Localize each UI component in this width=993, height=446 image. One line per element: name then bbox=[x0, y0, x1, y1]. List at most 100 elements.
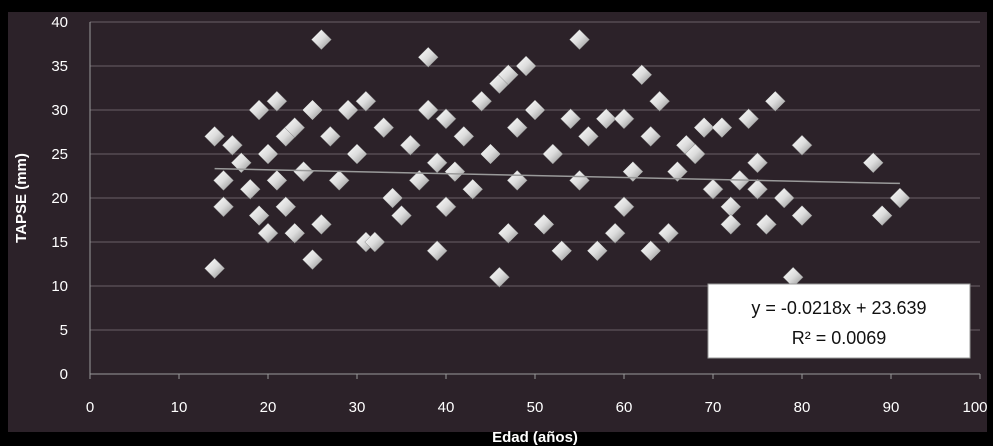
data-point bbox=[711, 117, 733, 138]
data-point bbox=[257, 222, 279, 244]
data-point bbox=[444, 161, 466, 182]
data-point bbox=[480, 143, 501, 165]
data-point bbox=[764, 90, 786, 112]
x-axis-title: Edad (años) bbox=[492, 429, 578, 446]
data-point bbox=[773, 187, 795, 209]
gridlines bbox=[90, 21, 980, 375]
x-tick-label: 0 bbox=[86, 399, 94, 416]
data-point bbox=[613, 196, 635, 218]
trendline bbox=[214, 167, 900, 185]
x-tick-label: 100 bbox=[962, 399, 987, 416]
data-point bbox=[382, 187, 403, 209]
axes bbox=[89, 22, 981, 379]
data-point bbox=[497, 222, 519, 244]
equation-box bbox=[707, 283, 971, 359]
data-point bbox=[435, 108, 457, 130]
data-point bbox=[560, 108, 581, 130]
data-point bbox=[471, 90, 492, 112]
data-point bbox=[275, 196, 297, 218]
data-point bbox=[266, 170, 288, 191]
data-point bbox=[497, 64, 519, 86]
data-point bbox=[720, 214, 742, 235]
data-point bbox=[204, 126, 225, 147]
data-point bbox=[791, 134, 813, 156]
data-point bbox=[435, 196, 457, 218]
plot-area bbox=[8, 12, 987, 432]
data-point bbox=[391, 205, 412, 226]
data-point bbox=[613, 108, 635, 130]
data-point bbox=[658, 222, 679, 244]
data-point bbox=[311, 29, 332, 50]
data-point bbox=[693, 117, 715, 138]
data-point bbox=[515, 55, 537, 77]
data-point bbox=[400, 134, 421, 156]
x-tick-label: 10 bbox=[171, 399, 188, 416]
data-point bbox=[204, 258, 225, 279]
data-point bbox=[640, 240, 662, 262]
data-point bbox=[640, 126, 662, 147]
y-tick-label: 10 bbox=[51, 278, 68, 295]
data-point bbox=[551, 240, 573, 262]
x-tick-label: 80 bbox=[794, 399, 811, 416]
data-point bbox=[284, 117, 306, 138]
data-point bbox=[453, 126, 475, 147]
data-point bbox=[631, 64, 653, 86]
data-point bbox=[889, 187, 911, 209]
data-point bbox=[738, 108, 759, 130]
equation-text: y = -0.0218x + 23.639 bbox=[751, 298, 926, 318]
data-point bbox=[417, 99, 439, 121]
data-point bbox=[604, 222, 626, 244]
data-point bbox=[222, 134, 243, 156]
y-tick-label: 30 bbox=[51, 102, 68, 119]
x-tick-label: 50 bbox=[527, 399, 544, 416]
data-point bbox=[524, 99, 546, 121]
data-point bbox=[293, 161, 314, 182]
data-point bbox=[364, 231, 386, 253]
data-point bbox=[311, 214, 332, 235]
regression-label-box: y = -0.0218x + 23.639 R² = 0.0069 bbox=[707, 283, 971, 359]
data-point bbox=[355, 90, 377, 112]
x-tick-label: 20 bbox=[260, 399, 277, 416]
data-point bbox=[346, 143, 368, 165]
data-point bbox=[542, 143, 564, 165]
data-point bbox=[302, 99, 323, 121]
data-point bbox=[302, 249, 323, 270]
y-tick-label: 5 bbox=[60, 322, 68, 339]
data-point bbox=[284, 222, 306, 244]
data-point bbox=[506, 117, 528, 138]
data-point bbox=[586, 240, 608, 262]
y-tick-label: 25 bbox=[51, 146, 68, 163]
data-point bbox=[489, 266, 510, 288]
y-axis-title: TAPSE (mm) bbox=[13, 153, 30, 243]
data-point bbox=[649, 90, 670, 112]
data-point bbox=[319, 126, 341, 147]
data-point bbox=[595, 108, 617, 130]
data-point bbox=[862, 152, 884, 174]
data-point bbox=[569, 29, 590, 50]
data-point bbox=[213, 196, 234, 218]
data-point bbox=[684, 143, 706, 165]
data-point bbox=[426, 240, 448, 262]
x-tick-label: 40 bbox=[438, 399, 455, 416]
data-point bbox=[533, 214, 555, 235]
data-point bbox=[328, 170, 350, 191]
data-points bbox=[204, 29, 911, 288]
data-point bbox=[239, 178, 261, 200]
tick-labels: 0 5 10 15 20 25 30 35 40 0 10 20 30 40 50 60 70 80 90 100 bbox=[51, 14, 987, 416]
data-point bbox=[622, 161, 644, 182]
x-tick-label: 90 bbox=[883, 399, 900, 416]
data-point bbox=[266, 90, 288, 112]
y-tick-label: 40 bbox=[51, 14, 68, 31]
y-tick-label: 0 bbox=[60, 366, 68, 383]
data-point bbox=[248, 205, 270, 226]
data-point bbox=[756, 214, 777, 235]
data-point bbox=[373, 117, 395, 138]
data-point bbox=[248, 99, 270, 121]
data-point bbox=[462, 178, 484, 200]
data-point bbox=[578, 126, 599, 147]
data-point bbox=[747, 178, 768, 200]
x-tick-label: 60 bbox=[616, 399, 633, 416]
y-tick-label: 35 bbox=[51, 58, 68, 75]
